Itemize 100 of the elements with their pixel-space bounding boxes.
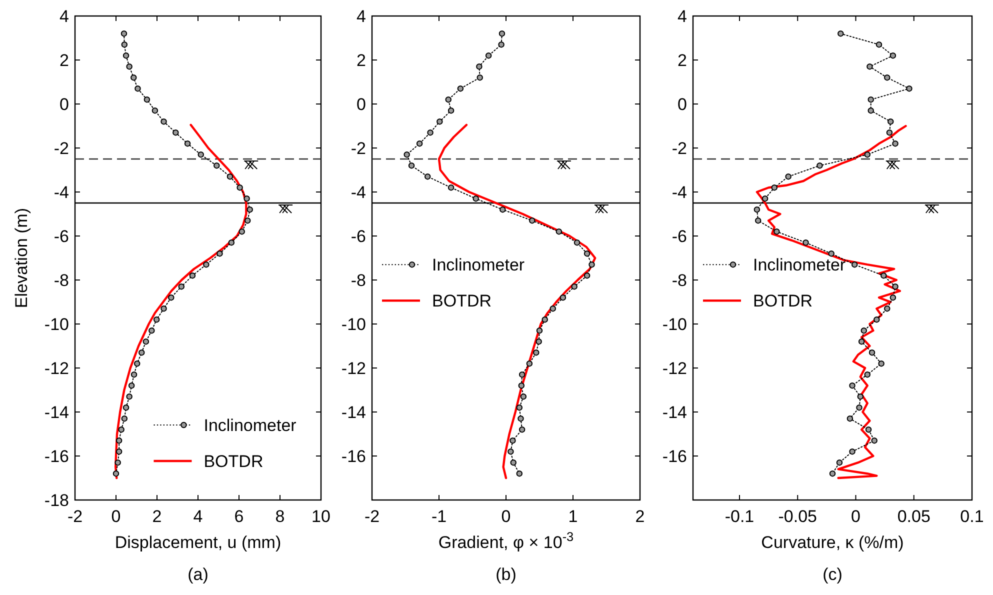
- x-tick-label: -0.05: [778, 507, 817, 526]
- y-tick-label: 0: [356, 94, 366, 114]
- x-tick-label: 2: [635, 507, 645, 526]
- point: [518, 372, 526, 378]
- point: [246, 206, 253, 213]
- point: [868, 96, 874, 103]
- point: [510, 460, 516, 466]
- x-tick-label: 0.05: [897, 507, 930, 526]
- point: [802, 240, 809, 246]
- point: [121, 42, 128, 48]
- point: [500, 206, 506, 213]
- point: [424, 174, 431, 180]
- point: [864, 372, 870, 378]
- x-tick-label: 10: [312, 507, 330, 526]
- point: [122, 52, 130, 59]
- point: [556, 228, 562, 235]
- point: [838, 30, 844, 37]
- point: [114, 460, 121, 466]
- point: [198, 152, 204, 158]
- y-tick-label: -16: [44, 446, 69, 466]
- point: [228, 240, 235, 246]
- y-tick-label: -12: [44, 358, 69, 378]
- point: [121, 416, 128, 422]
- point: [828, 250, 834, 257]
- y-tick-label: 0: [60, 94, 69, 114]
- point: [130, 74, 137, 81]
- legend-label: Inclinometer: [753, 256, 846, 275]
- point: [871, 438, 878, 444]
- y-tick-label: -12: [341, 358, 366, 378]
- x-axis-title: Curvature, κ (%/m): [761, 533, 904, 552]
- point: [878, 360, 884, 367]
- point: [189, 272, 196, 279]
- point: [130, 372, 138, 378]
- point: [892, 140, 898, 147]
- legend-label: Inclinometer: [432, 256, 525, 275]
- point: [865, 426, 872, 433]
- point: [128, 382, 135, 389]
- y-tick-label: 4: [60, 6, 69, 26]
- point: [516, 404, 522, 411]
- point: [880, 272, 887, 279]
- point: [550, 306, 556, 312]
- point: [168, 294, 174, 301]
- point: [536, 328, 543, 334]
- point: [774, 228, 780, 235]
- point: [226, 174, 234, 180]
- point: [860, 328, 867, 334]
- y-tick-label: -6: [54, 226, 69, 246]
- point: [584, 250, 590, 257]
- point: [214, 162, 220, 169]
- point: [138, 350, 145, 356]
- point: [858, 338, 865, 345]
- y-axis-title: Elevation (m): [12, 208, 31, 308]
- x-axis-title: Displacement, u (mm): [114, 533, 282, 552]
- point: [588, 262, 595, 268]
- text: (c): [822, 565, 842, 584]
- point: [116, 438, 122, 444]
- point: [816, 162, 823, 169]
- y-tick-label: -4: [54, 182, 69, 202]
- x-tick-label: 0: [501, 507, 511, 526]
- y-tick-label: -8: [350, 270, 366, 290]
- point: [112, 470, 120, 477]
- x-tick-label: 0: [111, 507, 121, 526]
- point: [184, 140, 191, 147]
- point: [892, 284, 898, 290]
- point: [886, 130, 893, 136]
- point: [785, 174, 792, 180]
- y-tick-label: -6: [350, 226, 366, 246]
- point: [142, 338, 150, 345]
- x-tick-label: 8: [275, 507, 285, 526]
- point: [851, 262, 858, 268]
- point: [153, 316, 160, 323]
- point: [518, 416, 524, 422]
- x-tick-label: 0: [851, 507, 860, 526]
- point: [574, 240, 580, 246]
- legend-label: BOTDR: [432, 292, 492, 311]
- point: [116, 448, 122, 455]
- point: [416, 140, 423, 147]
- y-tick-label: -12: [662, 358, 687, 378]
- point: [857, 394, 864, 400]
- point: [866, 64, 873, 70]
- point: [203, 262, 210, 268]
- point: [526, 360, 533, 367]
- y-tick-label: -14: [44, 402, 69, 422]
- x-tick-label: 4: [193, 507, 203, 526]
- legend-label: BOTDR: [753, 292, 812, 311]
- point: [408, 162, 415, 169]
- point: [510, 438, 516, 444]
- point: [448, 108, 454, 114]
- y-tick-label: -10: [662, 314, 687, 334]
- point: [160, 118, 167, 125]
- point: [134, 360, 140, 367]
- text: (b): [496, 565, 516, 584]
- point: [134, 86, 141, 92]
- point: [856, 404, 862, 411]
- point: [542, 316, 548, 323]
- point: [144, 96, 150, 103]
- y-tick-label: 2: [60, 50, 69, 70]
- y-tick-label: -16: [662, 446, 687, 466]
- point: [498, 30, 506, 37]
- point: [755, 218, 762, 224]
